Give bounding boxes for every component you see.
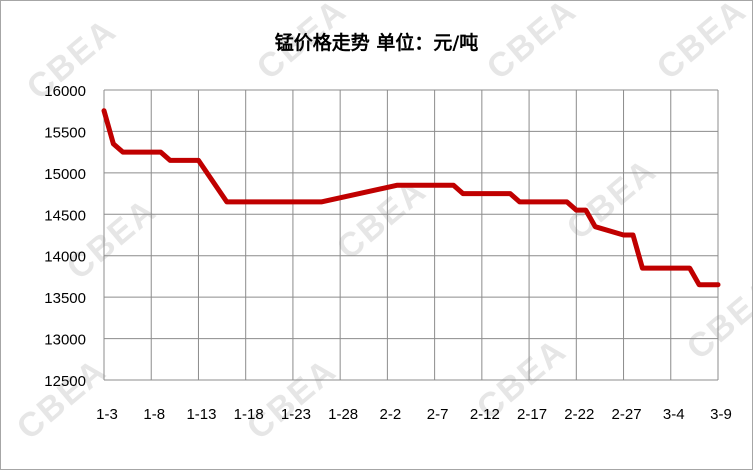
x-tick-label: 1-13 <box>186 406 216 423</box>
y-tick-label: 16000 <box>44 83 86 100</box>
chart-title: 锰价格走势 单位：元/吨 <box>274 32 479 54</box>
y-tick-label: 15000 <box>44 166 86 183</box>
x-tick-label: 1-3 <box>96 406 118 423</box>
x-tick-label: 2-17 <box>517 406 547 423</box>
x-tick-label: 2-22 <box>564 406 594 423</box>
series-line <box>101 108 721 288</box>
y-tick-label: 13000 <box>44 332 86 349</box>
x-tick-label: 2-7 <box>427 406 449 423</box>
x-tick-label: 3-4 <box>663 406 685 423</box>
y-tick-label: 15500 <box>44 124 86 141</box>
y-tick-label: 14000 <box>44 249 86 266</box>
x-tick-label: 1-8 <box>143 406 165 423</box>
x-tick-label: 2-12 <box>470 406 500 423</box>
x-tick-label: 3-9 <box>710 406 732 423</box>
x-tick-label: 2-27 <box>612 406 642 423</box>
y-tick-label: 13500 <box>44 290 86 307</box>
x-tick-label: 1-23 <box>281 406 311 423</box>
y-tick-label: 12500 <box>44 373 86 390</box>
x-tick-label: 1-18 <box>234 406 264 423</box>
x-tick-label: 1-28 <box>328 406 358 423</box>
x-tick-label: 2-2 <box>380 406 402 423</box>
y-tick-label: 14500 <box>44 207 86 224</box>
